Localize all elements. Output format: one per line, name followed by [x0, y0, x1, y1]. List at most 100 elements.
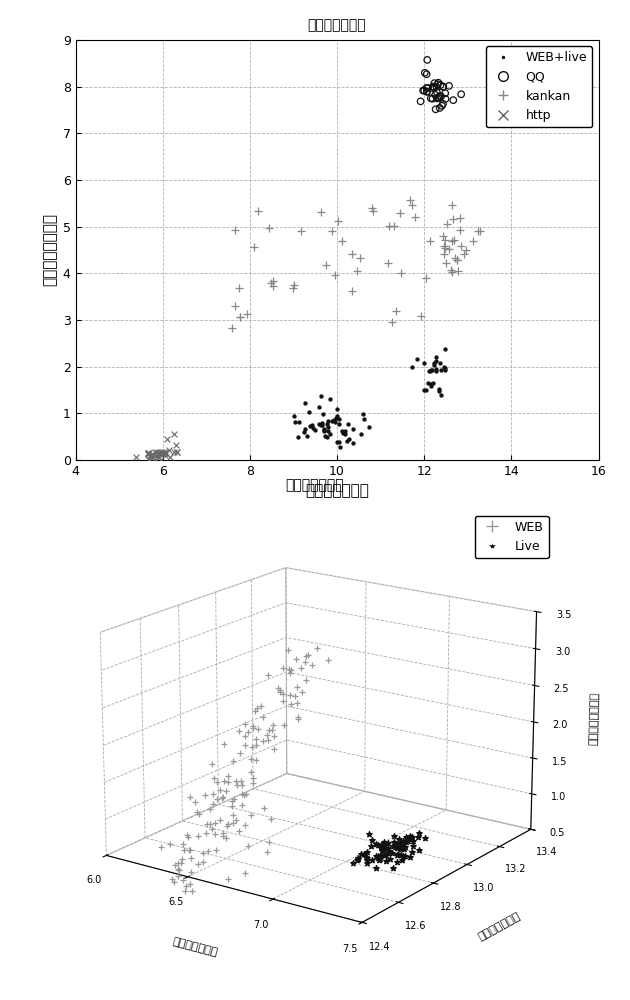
Point [447, 211, 457, 227]
Point [319, 422, 329, 438]
Point [336, 233, 346, 249]
Point [452, 252, 462, 268]
Point [405, 192, 415, 208]
Point [431, 353, 441, 369]
Point [389, 218, 399, 234]
Point [331, 401, 341, 417]
Point [438, 238, 449, 254]
Point [159, 447, 169, 463]
Point [316, 417, 326, 433]
X-axis label: 整体平均包大小: 整体平均包大小 [171, 936, 219, 958]
Point [323, 423, 333, 439]
Point [395, 205, 405, 221]
Point [416, 93, 426, 109]
Point [429, 79, 439, 95]
Point [421, 80, 432, 96]
Point [475, 223, 485, 239]
Point [468, 233, 478, 249]
Point [155, 445, 165, 461]
Point [416, 308, 426, 324]
Point [433, 90, 444, 106]
Point [143, 445, 153, 461]
Point [428, 375, 438, 391]
Point [444, 78, 454, 94]
Y-axis label: 下行包大小信息熵: 下行包大小信息熵 [42, 214, 57, 286]
Point [428, 79, 438, 95]
Point [448, 92, 458, 108]
Point [435, 387, 445, 403]
Point [314, 416, 324, 432]
Point [410, 209, 420, 225]
Point [164, 442, 175, 458]
Point [325, 426, 335, 442]
Point [333, 434, 343, 450]
Point [328, 413, 338, 429]
Point [422, 84, 432, 100]
Point [331, 410, 341, 426]
Point [330, 267, 340, 283]
Point [432, 90, 442, 106]
Point [335, 416, 345, 432]
Point [310, 422, 320, 438]
Point [153, 449, 163, 465]
Point [144, 445, 154, 461]
Point [169, 426, 179, 442]
Point [307, 417, 317, 433]
Point [440, 232, 450, 248]
Point [421, 270, 432, 286]
Point [253, 203, 263, 219]
Point [440, 240, 450, 256]
Point [455, 222, 465, 238]
Point [156, 444, 166, 460]
Point [426, 376, 436, 392]
Point [428, 80, 438, 96]
Point [322, 429, 332, 445]
Point [455, 238, 466, 254]
Point [420, 65, 430, 81]
Point [299, 424, 309, 440]
Point [334, 411, 344, 427]
Point [459, 246, 469, 262]
Point [428, 355, 438, 371]
Point [142, 446, 152, 462]
Point [330, 414, 340, 430]
Point [158, 446, 168, 462]
Point [146, 448, 156, 464]
Point [146, 450, 156, 466]
Point [446, 262, 456, 278]
Point [317, 417, 327, 433]
Point [294, 414, 304, 430]
Point [348, 435, 358, 451]
Point [156, 452, 166, 468]
Point [391, 303, 401, 319]
Point [268, 278, 278, 294]
Point [172, 444, 182, 460]
Point [438, 246, 449, 262]
Point [437, 98, 447, 114]
Point [323, 413, 333, 429]
Point [449, 232, 459, 248]
Point [348, 421, 358, 437]
Point [428, 357, 438, 373]
Point [333, 213, 343, 229]
Point [453, 263, 463, 279]
Point [419, 83, 429, 99]
X-axis label: 上行包大小方差: 上行包大小方差 [305, 483, 369, 498]
Point [438, 79, 448, 95]
Point [428, 91, 438, 107]
Point [300, 421, 310, 437]
Point [158, 444, 168, 460]
Point [432, 79, 442, 95]
Point [444, 241, 454, 257]
Point [438, 79, 449, 95]
Point [407, 197, 417, 213]
Point [430, 87, 440, 103]
Point [435, 355, 445, 371]
Point [358, 411, 369, 427]
Point [357, 406, 367, 422]
Point [412, 351, 422, 367]
Title: 二维分类效果图: 二维分类效果图 [307, 18, 367, 32]
Point [431, 363, 441, 379]
Point [268, 273, 278, 289]
Point [347, 283, 357, 299]
